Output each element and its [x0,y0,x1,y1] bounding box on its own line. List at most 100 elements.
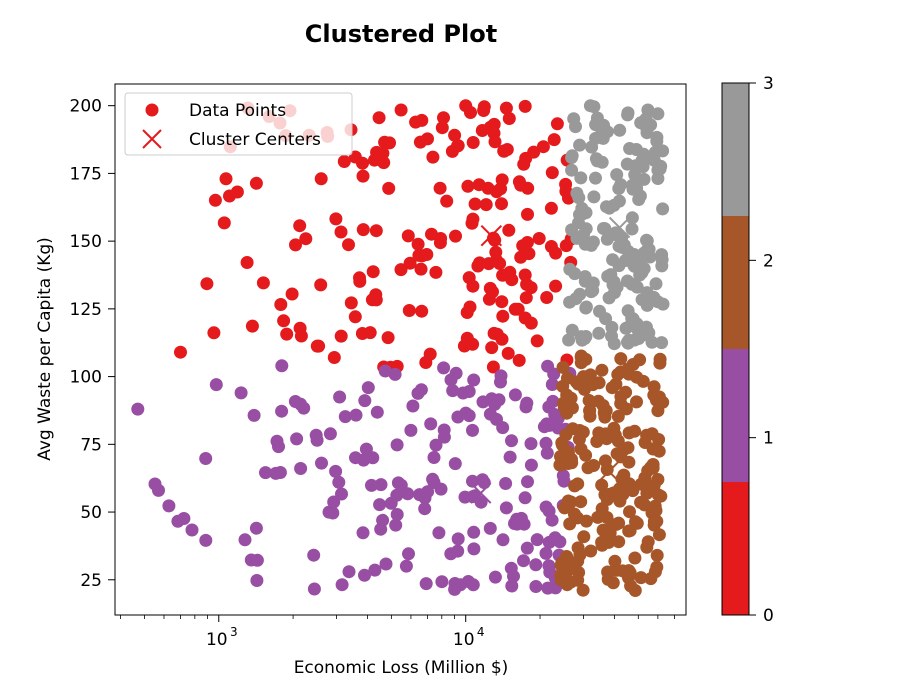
data-point [460,331,474,345]
data-point [519,291,533,305]
data-point [234,386,248,400]
colorbar: 0 1 2 3 [721,74,774,626]
y-tick-label: 75 [80,435,102,455]
data-point [462,409,476,423]
legend: Data Points Cluster Centers [124,92,353,156]
data-point [541,359,555,373]
data-point [488,570,502,584]
data-point [418,491,432,505]
data-point [512,353,526,367]
data-point [247,408,261,422]
data-point [429,265,443,279]
y-tick-label: 125 [70,300,102,320]
data-point [500,143,514,156]
data-point [647,388,661,402]
data-point [152,483,165,497]
data-point [466,136,480,149]
legend-marker-data-points [145,103,159,117]
data-point [587,190,601,204]
data-point [487,326,501,340]
data-point [473,256,487,270]
data-point [445,144,459,158]
data-point [579,301,593,315]
data-point [517,517,531,531]
data-point [259,466,272,480]
data-point [567,112,581,126]
data-point [314,172,328,186]
data-point [532,232,546,245]
data-point [517,157,531,171]
data-point [615,472,629,486]
data-point [614,352,628,366]
data-point [495,295,509,309]
data-point [524,316,538,330]
data-point [467,373,481,387]
data-point [505,579,519,593]
y-tick-label: 50 [80,503,102,523]
data-point [495,173,509,187]
data-point [592,376,606,390]
data-point [599,454,612,468]
data-point [587,459,601,472]
data-point [448,128,462,142]
data-point [294,462,308,475]
data-point [475,124,489,137]
data-point [507,569,520,583]
data-point [652,528,666,542]
data-point [563,517,577,531]
data-point [521,207,534,221]
data-point [481,181,495,195]
data-point [381,331,395,345]
data-point [576,583,590,597]
data-point [250,553,264,567]
data-point [545,378,559,391]
data-point [131,402,145,416]
data-point [529,558,543,572]
data-point [449,229,462,243]
data-point [590,435,604,448]
plot-area [114,83,687,616]
data-point [250,574,264,587]
colorbar-border [721,82,750,616]
data-point [199,533,213,547]
data-point [487,117,501,131]
data-point [230,185,244,199]
data-point [640,121,654,135]
data-point [390,438,404,452]
data-point [514,178,528,192]
scatter-points [131,99,670,597]
data-point [383,136,396,150]
data-point [366,265,380,279]
data-point [638,498,651,512]
data-point [540,291,554,304]
data-point [502,112,516,125]
data-point [502,223,516,237]
data-point [446,384,460,398]
data-point [518,268,532,282]
data-point [492,393,506,407]
data-point [641,535,655,549]
x-axis-label: Economic Loss (Million $) [294,658,509,678]
data-point [349,408,363,422]
data-point [401,229,415,243]
data-point [479,198,493,212]
colorbar-segment [722,83,749,216]
data-point [584,544,598,558]
data-point [466,212,480,226]
data-point [332,475,346,489]
data-point [207,326,221,340]
data-point [610,168,624,182]
data-point [595,478,609,492]
data-point [621,274,634,288]
data-point [466,474,479,488]
data-point [518,99,532,113]
data-point [547,133,561,147]
data-point [466,578,480,592]
data-point [583,409,597,423]
data-point [329,212,343,226]
data-point [327,495,341,509]
data-point [651,107,665,121]
data-point [342,238,355,252]
data-point [654,489,668,503]
